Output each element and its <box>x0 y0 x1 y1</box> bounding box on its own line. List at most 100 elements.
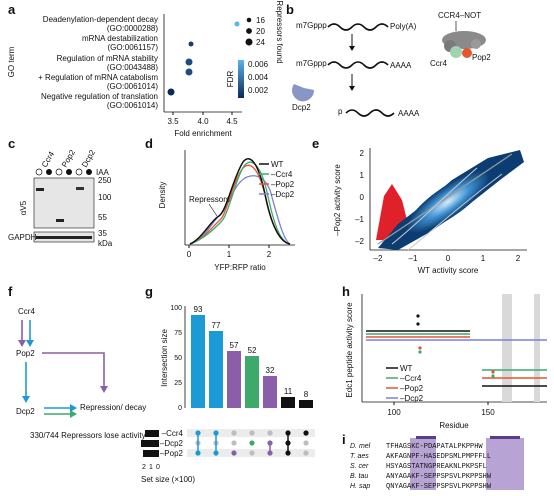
curve-ccr4 <box>189 161 291 245</box>
species-scer: S. cer <box>350 463 369 470</box>
set-size-tick-2: 2 <box>142 464 146 471</box>
mrna2-cap: m7Gppp <box>296 59 327 68</box>
set-size-bar-dcp2 <box>141 440 159 447</box>
outcome-label: Repression/ decay <box>80 403 146 412</box>
curve-dcp2 <box>189 175 291 245</box>
set-label-pop2: –Pop2 <box>160 449 184 458</box>
matrix-dot <box>249 430 255 436</box>
iaa-label: IAA <box>96 168 110 177</box>
mrna1-tail: Poly(A) <box>390 22 417 31</box>
conserved-block-1 <box>410 438 436 490</box>
panel-f-pathway: Ccr4 Pop2 Dcp2 Repression/ decay 330/744… <box>16 307 146 440</box>
lane-dcp2: Dcp2 <box>80 148 97 169</box>
species-taes: T. aes <box>350 453 369 460</box>
pop2-subunit <box>462 48 472 58</box>
go-term-id-4: (GO:0061014) <box>107 82 158 91</box>
panel-d-density-plot: Density Repressors 0 1 2 YFP:RFP ratio W… <box>158 150 295 272</box>
d-legend-dcp2: –Dcp2 <box>271 190 295 199</box>
a-xtick-35: 3.5 <box>167 117 179 126</box>
scatter-cloud-core <box>406 170 490 234</box>
lane-ccr4: Ccr4 <box>40 149 57 169</box>
h-legend-dcp2: –Dcp2 <box>400 394 424 403</box>
species-hsap: H. sap <box>350 483 370 490</box>
d-legend-pop2: –Pop2 <box>271 180 295 189</box>
set-size-bar-pop2 <box>143 450 159 457</box>
g-ytick-25: 25 <box>174 380 182 387</box>
e-xlabel: WT activity score <box>418 266 479 275</box>
lose-activity-note: 330/744 Repressors lose activity <box>30 431 146 440</box>
size-legend-24: 24 <box>256 38 265 47</box>
ccr4-label: Ccr4 <box>430 59 447 68</box>
node-pop2: Pop2 <box>16 349 35 358</box>
d-xtick-1: 1 <box>227 250 232 259</box>
kda-label: kDa <box>98 239 113 248</box>
matrix-dot <box>231 430 237 436</box>
go-term-id-3: (GO:0043488) <box>107 63 158 72</box>
panel-label-a: a <box>8 2 16 17</box>
panel-i-alignment: D. mel T. aes S. cer B. tau H. sap TFHAG… <box>350 436 524 491</box>
intersection-bar <box>191 315 205 408</box>
fdr-colorbar <box>238 60 244 98</box>
intersection-bar <box>281 397 295 408</box>
e-xtick-1: 1 <box>481 254 486 263</box>
panel-b-decay-schematic: m7Gppp Poly(A) CCR4–NOT Ccr4 Pop2 m7Gppp… <box>292 11 491 118</box>
panel-label-i: i <box>342 432 346 447</box>
go-term-axis-label: GO term <box>7 46 16 77</box>
marker-100: 100 <box>98 193 112 202</box>
e-xtick-m1: –1 <box>409 254 418 263</box>
matrix-dot <box>267 430 273 436</box>
go-term-label-5: Negative regulation of translation <box>41 92 158 101</box>
matrix-dot <box>231 440 237 446</box>
dot-deadenylation <box>234 21 240 27</box>
lane-pop2: Pop2 <box>60 148 77 169</box>
e-ytick-0: 0 <box>360 193 365 202</box>
intersection-value: 77 <box>212 321 221 330</box>
matrix-dot <box>267 440 273 446</box>
d-xtick-2: 2 <box>267 250 272 259</box>
panel-g-upset-plot: Intersection size 100 75 50 25 0 93 77 57 5… <box>141 305 315 484</box>
dot-mrna-catabolism <box>185 68 193 76</box>
marker-250: 250 <box>98 176 112 185</box>
e-ytick-m2: –2 <box>355 237 364 246</box>
e-ylabel: –Pop2 activity score <box>333 164 342 236</box>
fdr-tick-2: 0.004 <box>248 73 269 82</box>
set-label-dcp2: –Dcp2 <box>160 439 184 448</box>
a-xtick-40: 4.0 <box>197 117 209 126</box>
marker-35: 35 <box>98 229 107 238</box>
go-term-label-2: mRNA destabilization <box>82 34 158 43</box>
matrix-dot <box>231 450 237 456</box>
set-size-bar-ccr4 <box>145 430 159 437</box>
panel-h-residue-plot: Edc1 peptide activity score WT –Ccr4 –Po… <box>345 294 547 430</box>
intersection-bar <box>227 351 241 408</box>
a-xtick-45: 4.5 <box>226 117 238 126</box>
size-legend-title: Repressors found <box>275 0 284 63</box>
intersection-value: 57 <box>230 341 239 350</box>
node-ccr4: Ccr4 <box>18 307 35 316</box>
ccr4-subunit <box>450 46 462 58</box>
matrix-dot <box>303 440 309 446</box>
species-dmel: D. mel <box>350 443 371 450</box>
go-term-label-1: Deadenylation-dependent decay <box>43 15 158 24</box>
h-xtick-100: 100 <box>387 408 401 417</box>
go-term-id-2: (GO:0061157) <box>107 43 158 52</box>
panel-label-f: f <box>8 284 13 299</box>
seq-taes: AKFAGNPF-HASEDPSMLPMPFFLL <box>386 453 491 461</box>
gapdh-row-label: GAPDH <box>8 233 37 242</box>
dot-mrna-destabilization <box>188 41 194 47</box>
dcp2-label: Dcp2 <box>292 103 311 112</box>
av5-row-label: αV5 <box>19 200 28 215</box>
dcp2-protein <box>292 84 315 102</box>
shaded-region-1 <box>502 294 512 402</box>
go-term-label-4: + Regulation of mRNA catabolism <box>38 73 158 82</box>
d-legend-ccr4: –Ccr4 <box>271 170 293 179</box>
fdr-title: FDR <box>226 71 235 88</box>
size-legend-20: 20 <box>256 27 265 36</box>
h-xtick-150: 150 <box>481 408 495 417</box>
set-label-ccr4: –Ccr4 <box>162 429 184 438</box>
d-ylabel: Density <box>158 182 167 209</box>
seq-btau: ANYAGAKF-SEPPSPSVLPKPPSHW <box>386 473 492 481</box>
go-term-label-3: Regulation of mRNA stability <box>57 54 158 63</box>
node-dcp2: Dcp2 <box>16 407 35 416</box>
conserved-block-2 <box>486 438 524 490</box>
ccr4-not-label: CCR4–NOT <box>438 11 481 20</box>
